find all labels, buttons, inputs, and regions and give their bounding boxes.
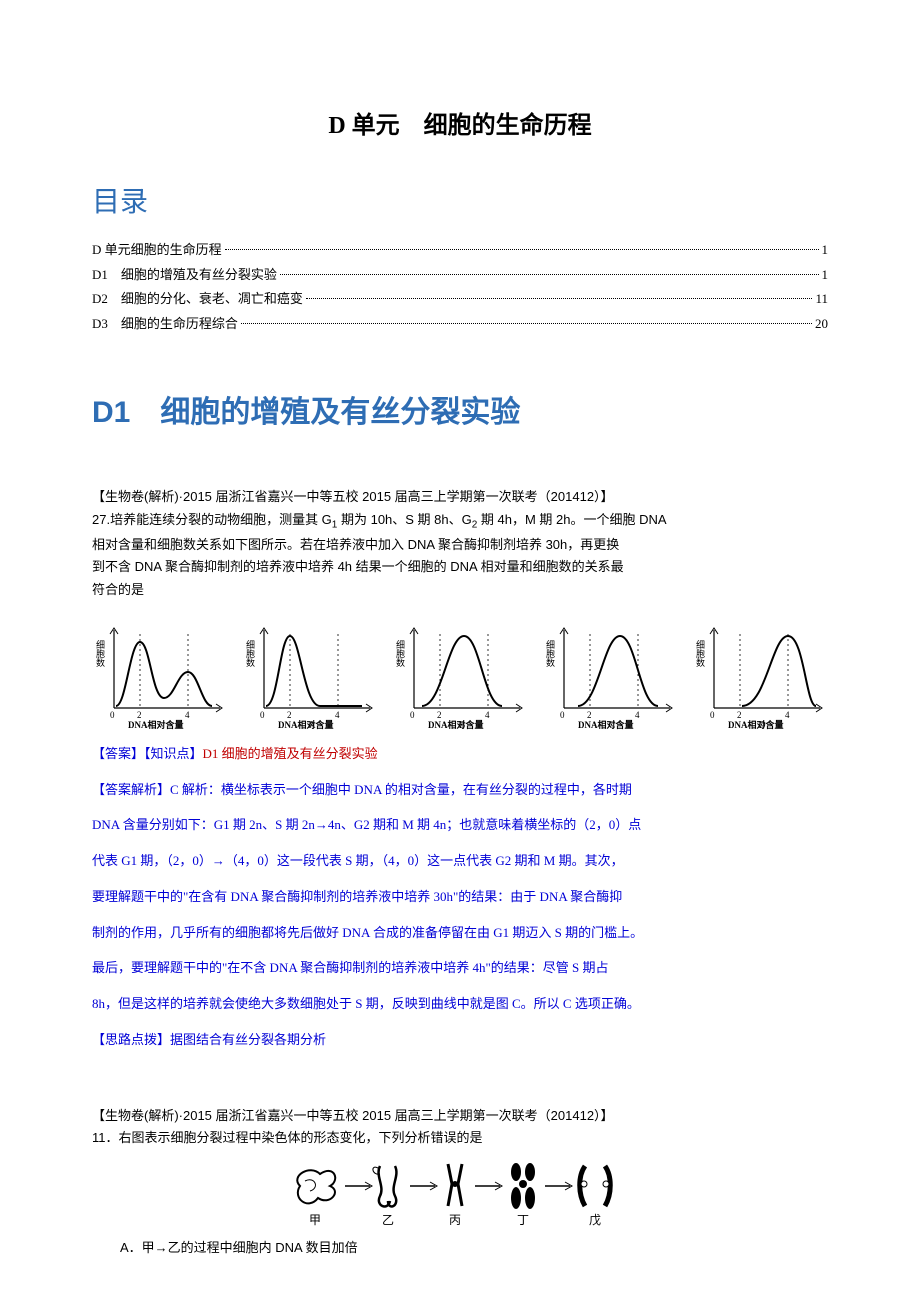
svg-text:DNA相对含量: DNA相对含量 bbox=[278, 719, 334, 730]
q27-block: 【生物卷(解析)·2015 届浙江省嘉兴一中等五校 2015 届高三上学期第一次… bbox=[92, 486, 828, 602]
q27-stem-line: 27.培养能连续分裂的动物细胞，测量其 G1 期为 10h、S 期 8h、G2 … bbox=[92, 509, 828, 534]
svg-text:B: B bbox=[459, 720, 466, 730]
chromatin-jia-icon bbox=[297, 1170, 335, 1203]
toc-page: 11 bbox=[815, 287, 828, 312]
toc-label: D2 细胞的分化、衰老、凋亡和癌变 bbox=[92, 287, 303, 312]
svg-text:0: 0 bbox=[260, 710, 265, 720]
svg-text:0: 0 bbox=[110, 710, 115, 720]
svg-text:4: 4 bbox=[635, 710, 640, 720]
svg-text:细胞数: 细胞数 bbox=[395, 639, 405, 668]
chart-option-b: 细胞数 0 2 4 DNA相对含量 B bbox=[392, 620, 528, 730]
q11-stem: 11．右图表示细胞分裂过程中染色体的形态变化，下列分析错误的是 bbox=[92, 1127, 828, 1150]
svg-text:4: 4 bbox=[335, 710, 340, 720]
chromosome-bing-icon bbox=[448, 1164, 462, 1206]
svg-text:D: D bbox=[758, 720, 765, 730]
toc-heading: 目录 bbox=[92, 180, 828, 220]
svg-text:细胞数: 细胞数 bbox=[545, 639, 555, 668]
toc-dots bbox=[241, 322, 812, 324]
toc-row: D1 细胞的增殖及有丝分裂实验 1 bbox=[92, 263, 828, 288]
chromatids-wu-icon bbox=[580, 1166, 611, 1206]
svg-text:2: 2 bbox=[587, 710, 592, 720]
svg-text:2: 2 bbox=[437, 710, 442, 720]
svg-text:DNA相对含量: DNA相对含量 bbox=[578, 719, 634, 730]
svg-text:戊: 戊 bbox=[589, 1213, 601, 1227]
svg-text:2: 2 bbox=[737, 710, 742, 720]
toc-label: D1 细胞的增殖及有丝分裂实验 bbox=[92, 263, 277, 288]
toc-row: D2 细胞的分化、衰老、凋亡和癌变 11 bbox=[92, 287, 828, 312]
q11-block: 【生物卷(解析)·2015 届浙江省嘉兴一中等五校 2015 届高三上学期第一次… bbox=[92, 1105, 828, 1151]
svg-text:2: 2 bbox=[287, 710, 292, 720]
svg-text:0: 0 bbox=[410, 710, 415, 720]
table-of-contents: D 单元细胞的生命历程 1 D1 细胞的增殖及有丝分裂实验 1 D2 细胞的分化… bbox=[92, 238, 828, 337]
svg-text:细胞数: 细胞数 bbox=[245, 639, 255, 668]
toc-label: D3 细胞的生命历程综合 bbox=[92, 312, 238, 337]
svg-text:DNA相对含量: DNA相对含量 bbox=[428, 719, 484, 730]
svg-text:乙: 乙 bbox=[382, 1213, 394, 1227]
page-title: D 单元 细胞的生命历程 bbox=[92, 105, 828, 140]
q27-stem-line: 相对含量和细胞数关系如下图所示。若在培养液中加入 DNA 聚合酶抑制剂培养 30… bbox=[92, 534, 828, 557]
x-axis-label: DNA相对含量 bbox=[128, 719, 184, 730]
chart-row: 细胞数 0 2 4 DNA相对含量 细胞数 0 2 4 DNA相对含量 bbox=[92, 620, 828, 730]
toc-page: 1 bbox=[822, 263, 829, 288]
svg-text:丙: 丙 bbox=[449, 1213, 461, 1227]
toc-page: 1 bbox=[822, 238, 829, 263]
y-axis-label: 细胞数 bbox=[95, 639, 105, 668]
q11-source: 【生物卷(解析)·2015 届浙江省嘉兴一中等五校 2015 届高三上学期第一次… bbox=[92, 1105, 828, 1128]
toc-dots bbox=[306, 297, 813, 299]
svg-text:4: 4 bbox=[185, 710, 190, 720]
toc-dots bbox=[280, 273, 819, 275]
chart-initial: 细胞数 0 2 4 DNA相对含量 bbox=[92, 620, 228, 730]
chart-option-a: 细胞数 0 2 4 DNA相对含量 A bbox=[242, 620, 378, 730]
svg-text:0: 0 bbox=[710, 710, 715, 720]
chromatin-yi-icon bbox=[373, 1166, 397, 1206]
svg-text:DNA相对含量: DNA相对含量 bbox=[728, 719, 784, 730]
q27-stem-line: 符合的是 bbox=[92, 579, 828, 602]
toc-dots bbox=[225, 248, 819, 250]
toc-row: D3 细胞的生命历程综合 20 bbox=[92, 312, 828, 337]
svg-text:细胞数: 细胞数 bbox=[695, 639, 705, 668]
svg-text:A: A bbox=[308, 720, 316, 730]
svg-text:2: 2 bbox=[137, 710, 142, 720]
svg-text:4: 4 bbox=[485, 710, 490, 720]
svg-text:C: C bbox=[609, 720, 616, 730]
chart-option-d: 细胞数 0 2 4 DNA相对含量 D bbox=[692, 620, 828, 730]
toc-label: D 单元细胞的生命历程 bbox=[92, 238, 222, 263]
toc-row: D 单元细胞的生命历程 1 bbox=[92, 238, 828, 263]
toc-page: 20 bbox=[815, 312, 828, 337]
svg-text:0: 0 bbox=[560, 710, 565, 720]
svg-text:丁: 丁 bbox=[517, 1213, 529, 1227]
q11-option-a: A．甲→乙的过程中细胞内 DNA 数目加倍 bbox=[92, 1237, 828, 1260]
chromosome-ding-icon bbox=[511, 1163, 535, 1209]
svg-text:甲: 甲 bbox=[309, 1213, 321, 1227]
q27-source: 【生物卷(解析)·2015 届浙江省嘉兴一中等五校 2015 届高三上学期第一次… bbox=[92, 486, 828, 509]
q27-stem-line: 到不含 DNA 聚合酶抑制剂的培养液中培养 4h 结果一个细胞的 DNA 相对量… bbox=[92, 556, 828, 579]
chromosome-figure: 甲 乙 丙 bbox=[92, 1156, 828, 1231]
svg-text:4: 4 bbox=[785, 710, 790, 720]
answer-27: 【答案】【知识点】D1 细胞的增殖及有丝分裂实验 【答案解析】C 解析：横坐标表… bbox=[92, 743, 828, 1052]
chart-option-c: 细胞数 0 2 4 DNA相对含量 C bbox=[542, 620, 678, 730]
section-heading: D1 细胞的增殖及有丝分裂实验 bbox=[92, 387, 828, 431]
